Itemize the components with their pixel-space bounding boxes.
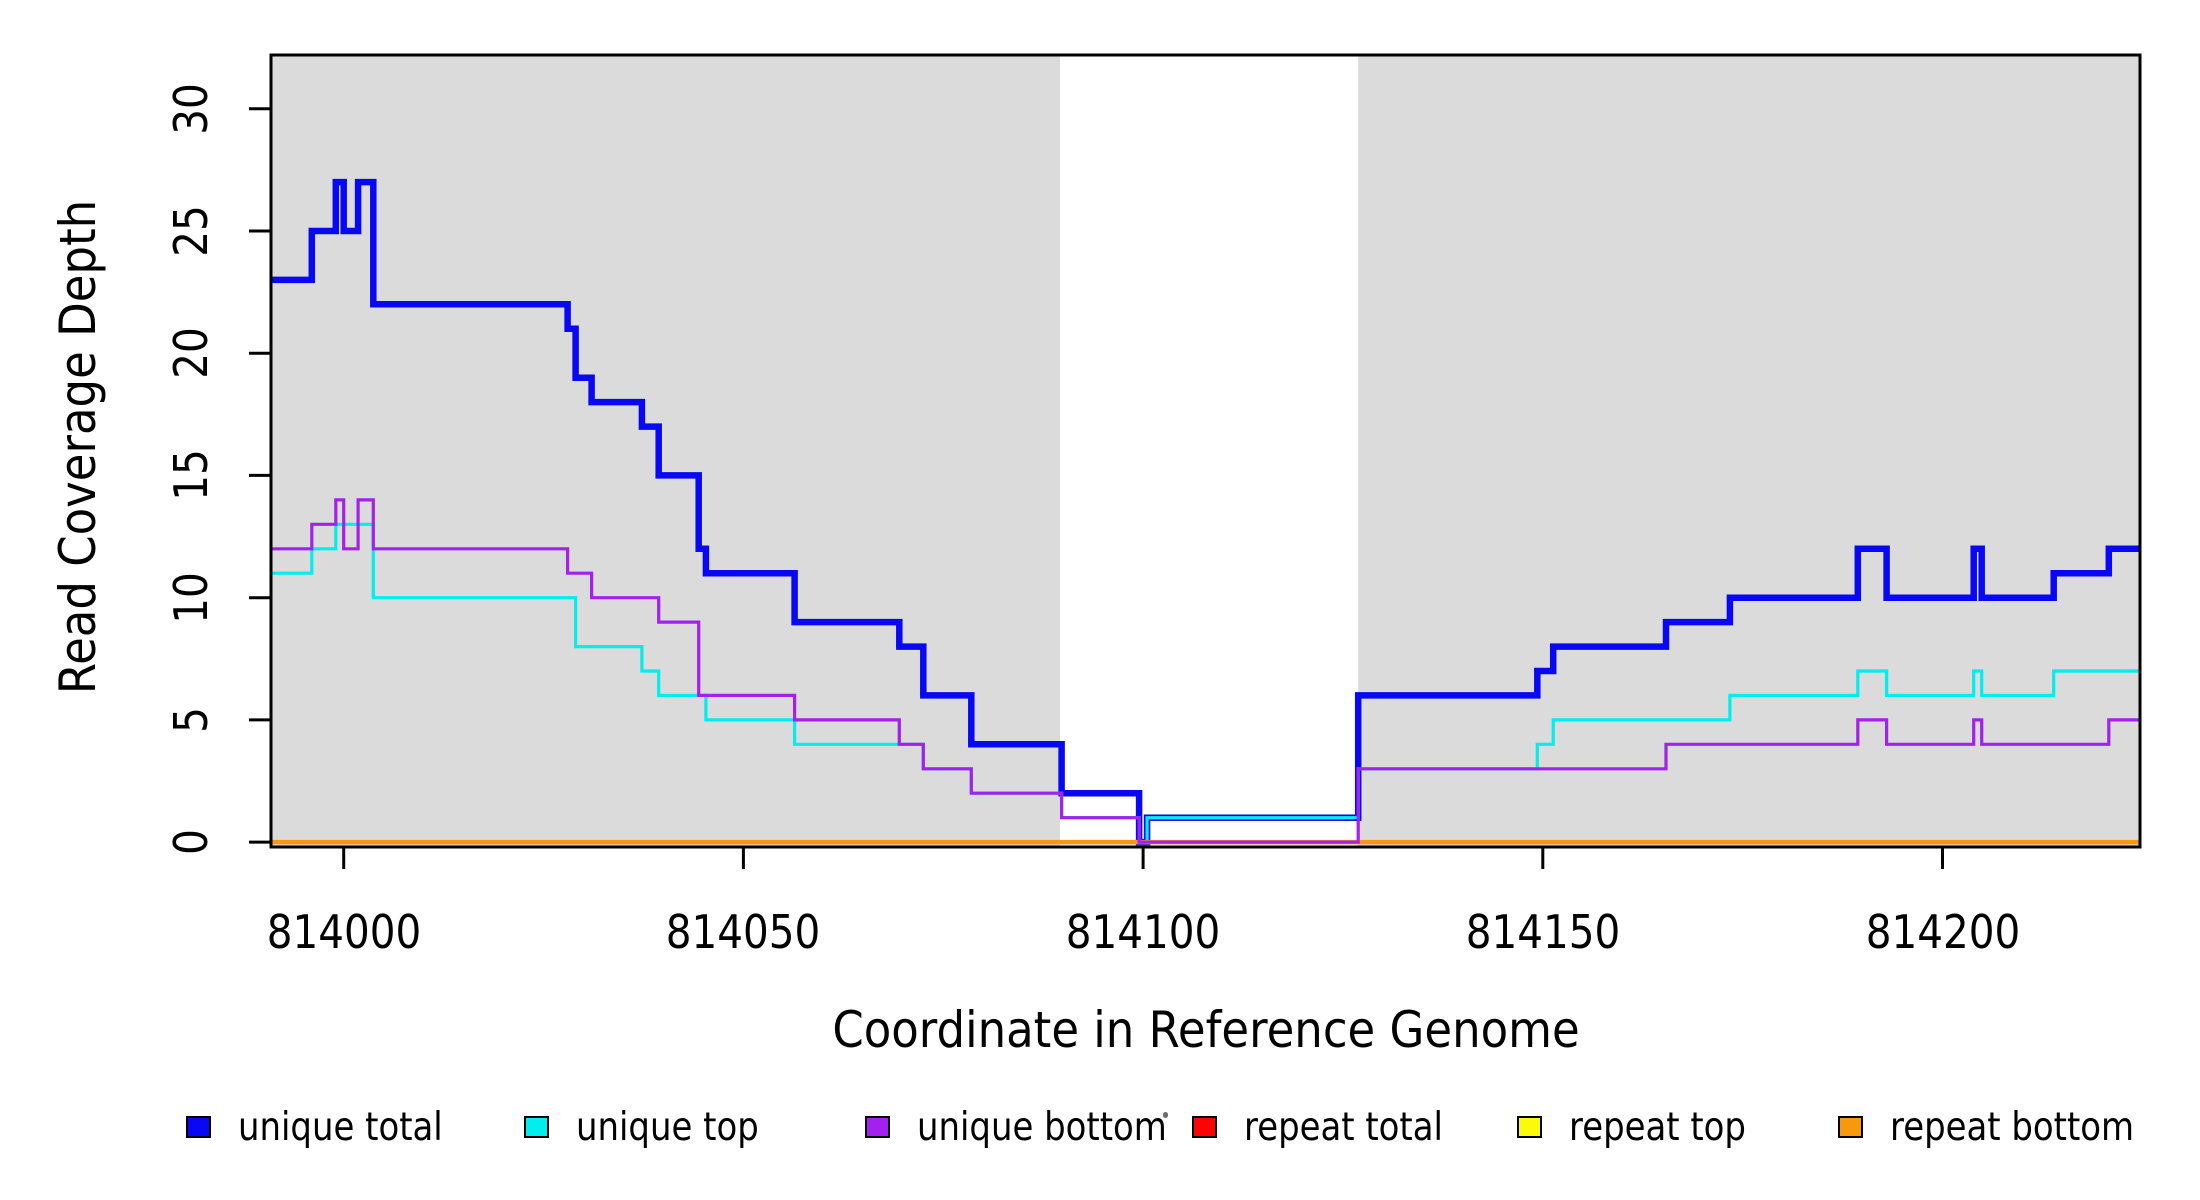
legend-label: unique bottom [917,1104,1167,1150]
y-tick-label-15: 15 [164,449,218,502]
legend-item-repeat-bottom: repeat bottom [1838,1104,2171,1150]
series-line-unique-total [271,178,2140,846]
legend-label: unique top [576,1104,759,1150]
x-tick-label-814150: 814150 [1465,905,1621,959]
unique-bottom-swatch-icon [865,1116,890,1138]
x-tick-label-814050: 814050 [666,905,821,959]
x-tick-label-814100: 814100 [1065,905,1221,959]
x-tick-label-814200: 814200 [1865,905,2020,959]
y-tick-label-5: 5 [164,706,218,733]
stray-mark-artifact [1163,1112,1168,1118]
y-tick-label-25: 25 [164,205,218,257]
repeat-total-swatch-icon [1192,1116,1217,1138]
y-tick-label-20: 20 [164,327,218,379]
y-tick-label-10: 10 [164,571,218,624]
legend-item-repeat-top: repeat top [1517,1104,1772,1150]
legend-item-unique-top: unique top [524,1104,786,1150]
legend-item-repeat-total: repeat total [1192,1104,1473,1150]
series-line-unique-bottom [271,498,2140,844]
legend-item-unique-bottom: unique bottom [865,1104,1204,1150]
y-axis-title: Read Coverage Depth [49,199,107,695]
shaded-region-0 [271,55,1060,847]
legend-label: repeat top [1569,1104,1746,1150]
repeat-bottom-swatch-icon [1838,1116,1863,1138]
plot-border [269,53,2142,849]
unique-top-swatch-icon [524,1116,549,1138]
unique-total-swatch-icon [186,1116,211,1138]
y-tick-label-30: 30 [164,83,218,135]
legend-label: repeat bottom [1890,1104,2135,1150]
x-tick-label-814000: 814000 [266,905,421,959]
legend-item-unique-total: unique total [186,1104,473,1150]
repeat-top-swatch-icon [1517,1116,1542,1138]
legend-label: repeat total [1244,1104,1443,1150]
shaded-region-1 [1358,55,2140,847]
y-tick-label-0: 0 [164,829,218,855]
x-axis-title: Coordinate in Reference Genome [832,1001,1580,1059]
legend-label: unique total [238,1104,443,1150]
